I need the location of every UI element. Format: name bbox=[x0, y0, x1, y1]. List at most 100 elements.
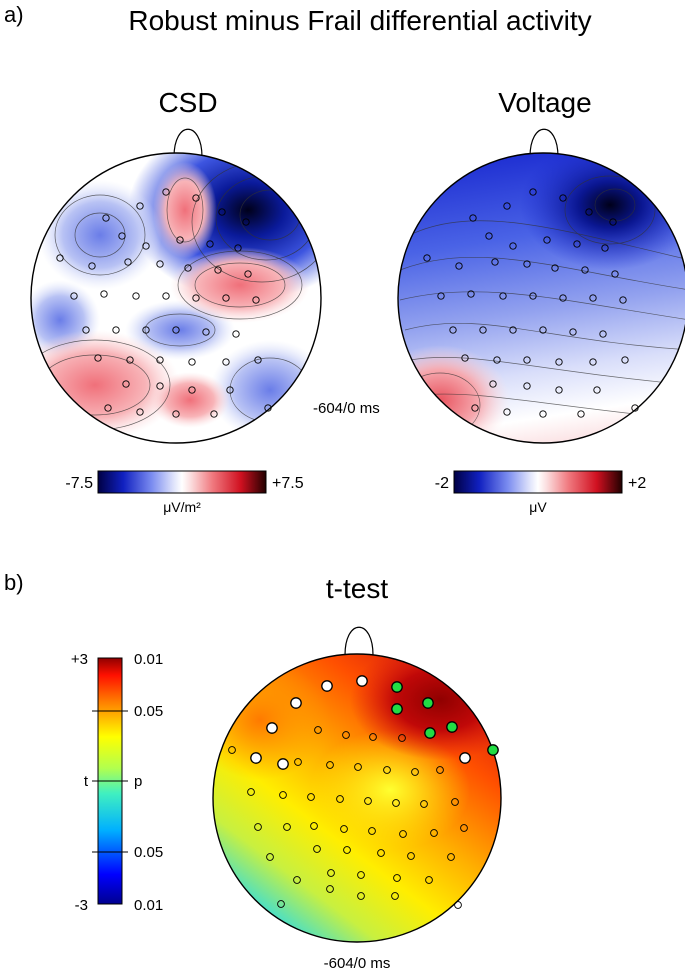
voltage-electrode bbox=[503, 408, 511, 416]
voltage-electrode bbox=[589, 358, 597, 366]
panel-a-time-label: -604/0 ms bbox=[313, 400, 380, 417]
csd-topomap: CSD bbox=[30, 87, 322, 444]
csd-electrode bbox=[226, 386, 234, 394]
voltage-electrode bbox=[631, 404, 639, 412]
t-test-significant-electrode bbox=[277, 758, 289, 770]
t-test-electrode bbox=[425, 876, 433, 884]
t-test-significant-electrode bbox=[487, 744, 499, 756]
t-test-significant-electrode bbox=[356, 675, 368, 687]
voltage-electrode bbox=[555, 358, 563, 366]
csd-electrode bbox=[210, 410, 218, 418]
voltage-electrode bbox=[539, 326, 547, 334]
t-test-electrode bbox=[277, 900, 285, 908]
voltage-electrode bbox=[509, 326, 517, 334]
voltage-colorbar-unit: μV bbox=[529, 499, 547, 515]
csd-electrode bbox=[102, 214, 110, 222]
csd-electrode bbox=[222, 294, 230, 302]
voltage-title: Voltage bbox=[498, 87, 591, 118]
t-test-electrode bbox=[354, 763, 362, 771]
t-test-electrode bbox=[407, 852, 415, 860]
voltage-electrode bbox=[493, 356, 501, 364]
csd-electrode bbox=[222, 358, 230, 366]
t-test-significant-electrode bbox=[290, 697, 302, 709]
voltage-electrode bbox=[543, 236, 551, 244]
t-test-electrode bbox=[364, 797, 372, 805]
t-test-electrode bbox=[460, 824, 468, 832]
csd-electrode bbox=[218, 208, 226, 216]
t-test-electrode bbox=[357, 892, 365, 900]
csd-electrode bbox=[136, 202, 144, 210]
voltage-electrode bbox=[499, 292, 507, 300]
panel-b-title: t-test bbox=[326, 573, 388, 604]
t-test-significant-electrode bbox=[391, 703, 403, 715]
t-test-electrode bbox=[383, 766, 391, 774]
t-test-electrode bbox=[254, 823, 262, 831]
t-test-electrodes bbox=[228, 675, 499, 909]
voltage-electrode bbox=[471, 404, 479, 412]
csd-electrode bbox=[188, 358, 196, 366]
csd-electrode bbox=[252, 296, 260, 304]
csd-electrode bbox=[188, 386, 196, 394]
panel-b-label: b) bbox=[4, 570, 24, 595]
csd-colorbar-min: -7.5 bbox=[65, 475, 93, 492]
t-test-electrode bbox=[411, 768, 419, 776]
csd-electrode bbox=[88, 262, 96, 270]
voltage-electrode bbox=[551, 264, 559, 272]
csd-electrode bbox=[234, 244, 242, 252]
csd-colorbar-scale bbox=[97, 470, 267, 494]
csd-nose bbox=[173, 128, 203, 158]
t-test-electrode bbox=[310, 822, 318, 830]
t-test-nose bbox=[344, 626, 374, 656]
p-bottom-label: 0.01 bbox=[134, 897, 163, 914]
csd-colorbar-unit: μV/m² bbox=[163, 499, 201, 515]
voltage-electrode bbox=[529, 292, 537, 300]
csd-electrode bbox=[264, 404, 272, 412]
csd-electrode bbox=[94, 354, 102, 362]
t-test-electrode bbox=[398, 734, 406, 742]
t-test-electrode bbox=[247, 788, 255, 796]
panel-a-title: Robust minus Frail differential activity bbox=[128, 5, 591, 36]
voltage-electrode bbox=[509, 242, 517, 250]
csd-colorbar: -7.5 +7.5 μV/m² bbox=[65, 470, 304, 515]
csd-electrode bbox=[142, 326, 150, 334]
voltage-electrode bbox=[559, 194, 567, 202]
t-test-electrode bbox=[340, 825, 348, 833]
voltage-colorbar-scale bbox=[453, 470, 623, 494]
t-test-electrode bbox=[368, 827, 376, 835]
voltage-colorbar: -2 +2 μV bbox=[435, 470, 646, 515]
csd-electrode bbox=[254, 356, 262, 364]
t-test-electrode bbox=[436, 766, 444, 774]
csd-electrode bbox=[156, 382, 164, 390]
csd-electrode bbox=[122, 380, 130, 388]
voltage-electrode bbox=[599, 330, 607, 338]
voltage-electrode bbox=[585, 208, 593, 216]
voltage-topomap: Voltage bbox=[397, 87, 685, 444]
t-test-significant-electrode bbox=[446, 721, 458, 733]
csd-electrode bbox=[56, 254, 64, 262]
csd-electrode bbox=[176, 236, 184, 244]
t-test-electrode bbox=[326, 761, 334, 769]
csd-electrode bbox=[70, 292, 78, 300]
t-test-topomap bbox=[212, 626, 502, 943]
csd-electrode bbox=[162, 188, 170, 196]
voltage-nose bbox=[529, 128, 559, 158]
csd-electrode bbox=[126, 356, 134, 364]
voltage-electrode bbox=[423, 254, 431, 262]
csd-electrode bbox=[206, 240, 214, 248]
voltage-electrode bbox=[589, 294, 597, 302]
voltage-electrode bbox=[621, 356, 629, 364]
voltage-electrode bbox=[485, 232, 493, 240]
t-test-electrode bbox=[326, 885, 334, 893]
voltage-electrode bbox=[523, 356, 531, 364]
t-test-significant-electrode bbox=[250, 752, 262, 764]
voltage-electrode bbox=[489, 380, 497, 388]
csd-electrode bbox=[118, 232, 126, 240]
t-test-electrode bbox=[420, 800, 428, 808]
panel-a-label: a) bbox=[4, 2, 24, 27]
csd-electrode bbox=[172, 326, 180, 334]
t-test-significant-electrode bbox=[391, 681, 403, 693]
csd-colorbar-max: +7.5 bbox=[272, 475, 304, 492]
p-top-label: 0.01 bbox=[134, 651, 163, 668]
csd-electrode bbox=[82, 326, 90, 334]
voltage-electrodes bbox=[423, 188, 639, 418]
